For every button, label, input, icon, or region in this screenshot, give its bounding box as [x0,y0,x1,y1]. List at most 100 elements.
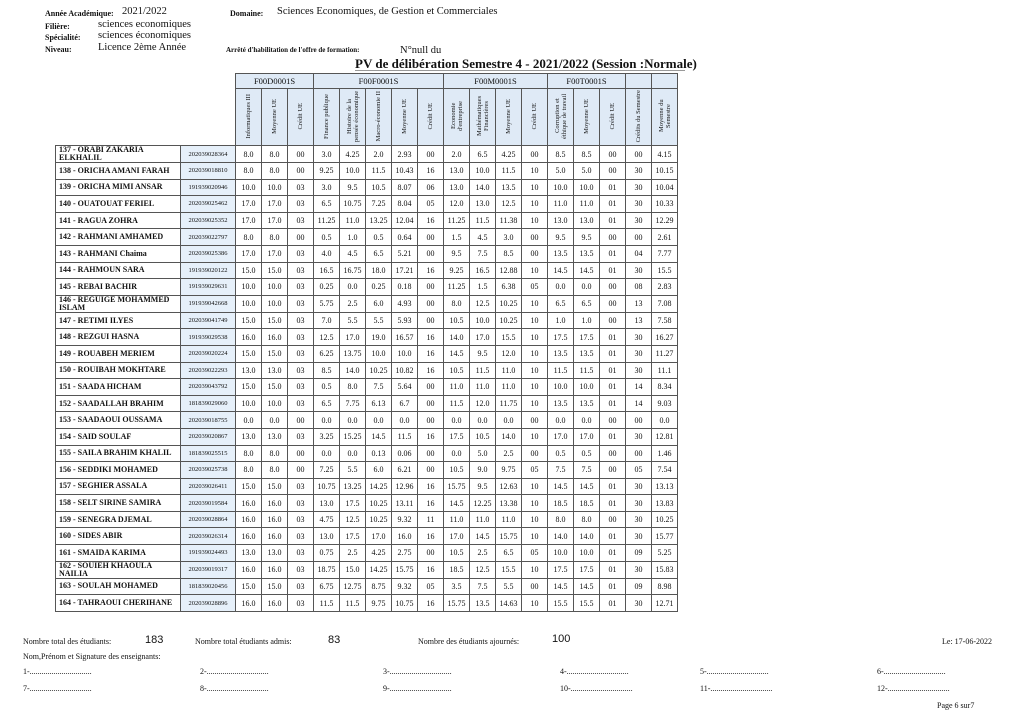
grade-cell: 00 [287,461,314,479]
grade-cell: 8.5 [495,244,522,263]
grade-cell: 14.5 [573,577,600,596]
grade-cell: 14.5 [547,477,574,496]
student-name: 152 - SAADALLAH BRAHIM [55,394,181,413]
grade-cell: 00 [287,228,314,246]
column-header: Mathématiques Financières [469,88,496,146]
module-group-header [625,73,652,89]
grade-cell: 01 [599,195,626,213]
grade-cell: 17.0 [235,195,262,213]
grade-cell: 15.75 [391,560,418,579]
grade-cell: 2.83 [651,278,678,296]
grade-cell: 10.0 [339,162,366,180]
grade-cell: 6.5 [495,544,522,562]
column-header-label: Macro-économie II [375,90,382,142]
grade-cell: 16.0 [235,494,262,512]
arrete-value: N°null du [400,45,442,56]
table-row: 148 - REZGUI HASNA 191939029538 16.0 16.0 03… [55,328,678,346]
grade-cell: 13.0 [443,162,470,180]
signature-line: 10-............................... [560,684,633,693]
grade-cell: 17.0 [235,244,262,263]
grade-cell: 16.0 [235,594,262,612]
grade-cell: 03 [287,195,314,213]
grade-cell: 0.0 [573,278,600,296]
grade-cell: 10 [521,560,548,579]
grade-cell: 01 [599,594,626,612]
grade-cell: 01 [599,560,626,579]
student-name: 147 - RETIMI ILYES [55,311,181,330]
column-header-label: Moyenne UE [271,98,278,134]
grade-cell: 01 [599,211,626,230]
grade-cell: 05 [521,544,548,562]
grade-cell: 10 [521,361,548,380]
grade-cell: 10 [521,195,548,213]
grade-cell: 00 [417,378,444,396]
grade-cell: 17.5 [547,560,574,579]
grade-cell: 4.75 [313,510,340,529]
table-row: 161 - SMAIDA KARIMA 191939024493 13.0 13.0 0… [55,544,678,562]
grade-cell: 01 [599,527,626,546]
grade-cell: 11.75 [495,394,522,413]
student-id: 202039020224 [180,344,236,363]
student-id: 202039028364 [180,145,236,163]
grade-cell: 14.5 [573,261,600,280]
grade-cell: 15.0 [235,344,262,363]
grade-cell: 11.0 [547,195,574,213]
grade-cell: 5.0 [469,444,496,463]
grade-cell: 0.75 [313,544,340,562]
column-header: Histoire de la pensée économique [339,88,366,146]
grade-cell: 0.5 [365,228,392,246]
table-row: 163 - SOULAH MOHAMED 181839020456 15.0 15.0… [55,577,678,596]
column-header: Economie d'entreprise [443,88,470,146]
column-header-label: Crédit UE [297,102,304,130]
student-name: 162 - SOUIEH KHAOULA NAILIA [55,560,181,579]
grade-cell: 13.0 [261,544,288,562]
grade-cell: 6.21 [391,461,418,479]
grade-cell: 3.0 [495,228,522,246]
grade-cell: 15.75 [495,527,522,546]
grade-cell: 00 [417,278,444,296]
grade-cell: 00 [417,145,444,163]
grade-cell: 10.0 [547,178,574,197]
grade-cell: 8.75 [365,577,392,596]
grade-cell: 03 [287,344,314,363]
grade-cell: 10.15 [651,162,678,180]
grade-cell: 01 [599,178,626,197]
grade-cell: 16.0 [235,560,262,579]
grade-cell: 1.5 [443,228,470,246]
student-id: 191939024493 [180,544,236,562]
grade-cell: 10 [521,328,548,346]
grade-cell: 13.5 [495,178,522,197]
grade-cell: 03 [287,544,314,562]
grade-cell: 05 [521,278,548,296]
grade-cell: 5.75 [313,294,340,313]
grade-cell: 7.5 [469,577,496,596]
grade-cell: 30 [625,195,652,213]
student-name: 142 - RAHMANI AMHAMED [55,228,181,246]
signature-label: Nom,Prénom et Signature des enseignants: [23,652,161,661]
grade-cell: 16 [417,494,444,512]
student-name: 146 - REGUIGE MOHAMMED ISLAM [55,294,181,313]
grade-cell: 14.5 [573,477,600,496]
grade-cell: 17.5 [443,427,470,446]
signature-line: 1-............................... [23,667,92,676]
grade-cell: 30 [625,510,652,529]
table-row: 144 - RAHMOUN SARA 191939020122 15.0 15.0 03… [55,261,678,280]
column-header: Crédit UE [287,88,314,146]
student-id: 191939042668 [180,294,236,313]
grade-cell: 9.5 [469,344,496,363]
table-row: 141 - RAGUA ZOHRA 202039025352 17.0 17.0 03 1… [55,211,678,230]
grade-cell: 0.0 [469,411,496,429]
grade-cell: 10 [521,261,548,280]
grade-cell: 16 [417,477,444,496]
grade-cell: 14.0 [443,328,470,346]
student-name: 143 - RAHMANI Chaima [55,244,181,263]
grade-cell: 2.5 [469,544,496,562]
grade-cell: 00 [287,145,314,163]
grade-cell: 15.5 [547,594,574,612]
ajournes-label: Nombre des étudiants ajournés: [418,637,520,646]
student-id: 191939020946 [180,178,236,197]
grade-cell: 8.34 [651,378,678,396]
grade-cell: 0.06 [391,444,418,463]
student-name: 141 - RAGUA ZOHRA [55,211,181,230]
grade-cell: 0.0 [313,444,340,463]
